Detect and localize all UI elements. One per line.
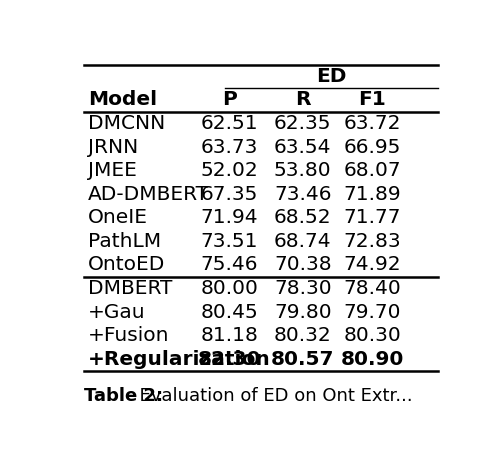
Text: JMEE: JMEE [88,161,136,180]
Text: DMCNN: DMCNN [88,114,165,133]
Text: OntoED: OntoED [88,255,165,274]
Text: 66.95: 66.95 [344,138,401,157]
Text: 70.38: 70.38 [274,255,332,274]
Text: 79.70: 79.70 [344,303,401,321]
Text: 71.94: 71.94 [200,208,258,228]
Text: 71.89: 71.89 [344,185,402,204]
Text: 81.18: 81.18 [200,326,258,345]
Text: 80.90: 80.90 [341,350,404,369]
Text: Model: Model [88,91,157,110]
Text: 52.02: 52.02 [200,161,258,180]
Text: 68.07: 68.07 [344,161,402,180]
Text: 63.72: 63.72 [344,114,401,133]
Text: +Regularization: +Regularization [88,350,270,369]
Text: 78.40: 78.40 [344,279,402,298]
Text: P: P [222,91,236,110]
Text: F1: F1 [358,91,386,110]
Text: PathLM: PathLM [88,232,161,251]
Text: 80.57: 80.57 [271,350,334,369]
Text: 63.54: 63.54 [274,138,332,157]
Text: +Gau: +Gau [88,303,146,321]
Text: DMBERT: DMBERT [88,279,172,298]
Text: OneIE: OneIE [88,208,148,228]
Text: 73.46: 73.46 [274,185,332,204]
Text: Evaluation of ED on Ont Extr...: Evaluation of ED on Ont Extr... [128,388,413,405]
Text: 72.83: 72.83 [344,232,402,251]
Text: JRNN: JRNN [88,138,138,157]
Text: 71.77: 71.77 [344,208,401,228]
Text: 68.52: 68.52 [274,208,332,228]
Text: 74.92: 74.92 [344,255,402,274]
Text: 80.32: 80.32 [274,326,332,345]
Text: 80.00: 80.00 [200,279,258,298]
Text: AD-DMBERT: AD-DMBERT [88,185,208,204]
Text: +Fusion: +Fusion [88,326,169,345]
Text: 78.30: 78.30 [274,279,332,298]
Text: 68.74: 68.74 [274,232,332,251]
Text: 75.46: 75.46 [200,255,258,274]
Text: 79.80: 79.80 [274,303,332,321]
Text: 80.45: 80.45 [200,303,258,321]
Text: 62.35: 62.35 [274,114,332,133]
Text: 62.51: 62.51 [200,114,258,133]
Text: 80.30: 80.30 [344,326,402,345]
Text: 73.51: 73.51 [200,232,258,251]
Text: 53.80: 53.80 [274,161,332,180]
Text: 67.35: 67.35 [200,185,258,204]
Text: R: R [295,91,310,110]
Text: 82.30: 82.30 [198,350,261,369]
Text: 63.73: 63.73 [200,138,258,157]
Text: ED: ED [316,67,347,86]
Text: Table 2:: Table 2: [84,388,163,405]
